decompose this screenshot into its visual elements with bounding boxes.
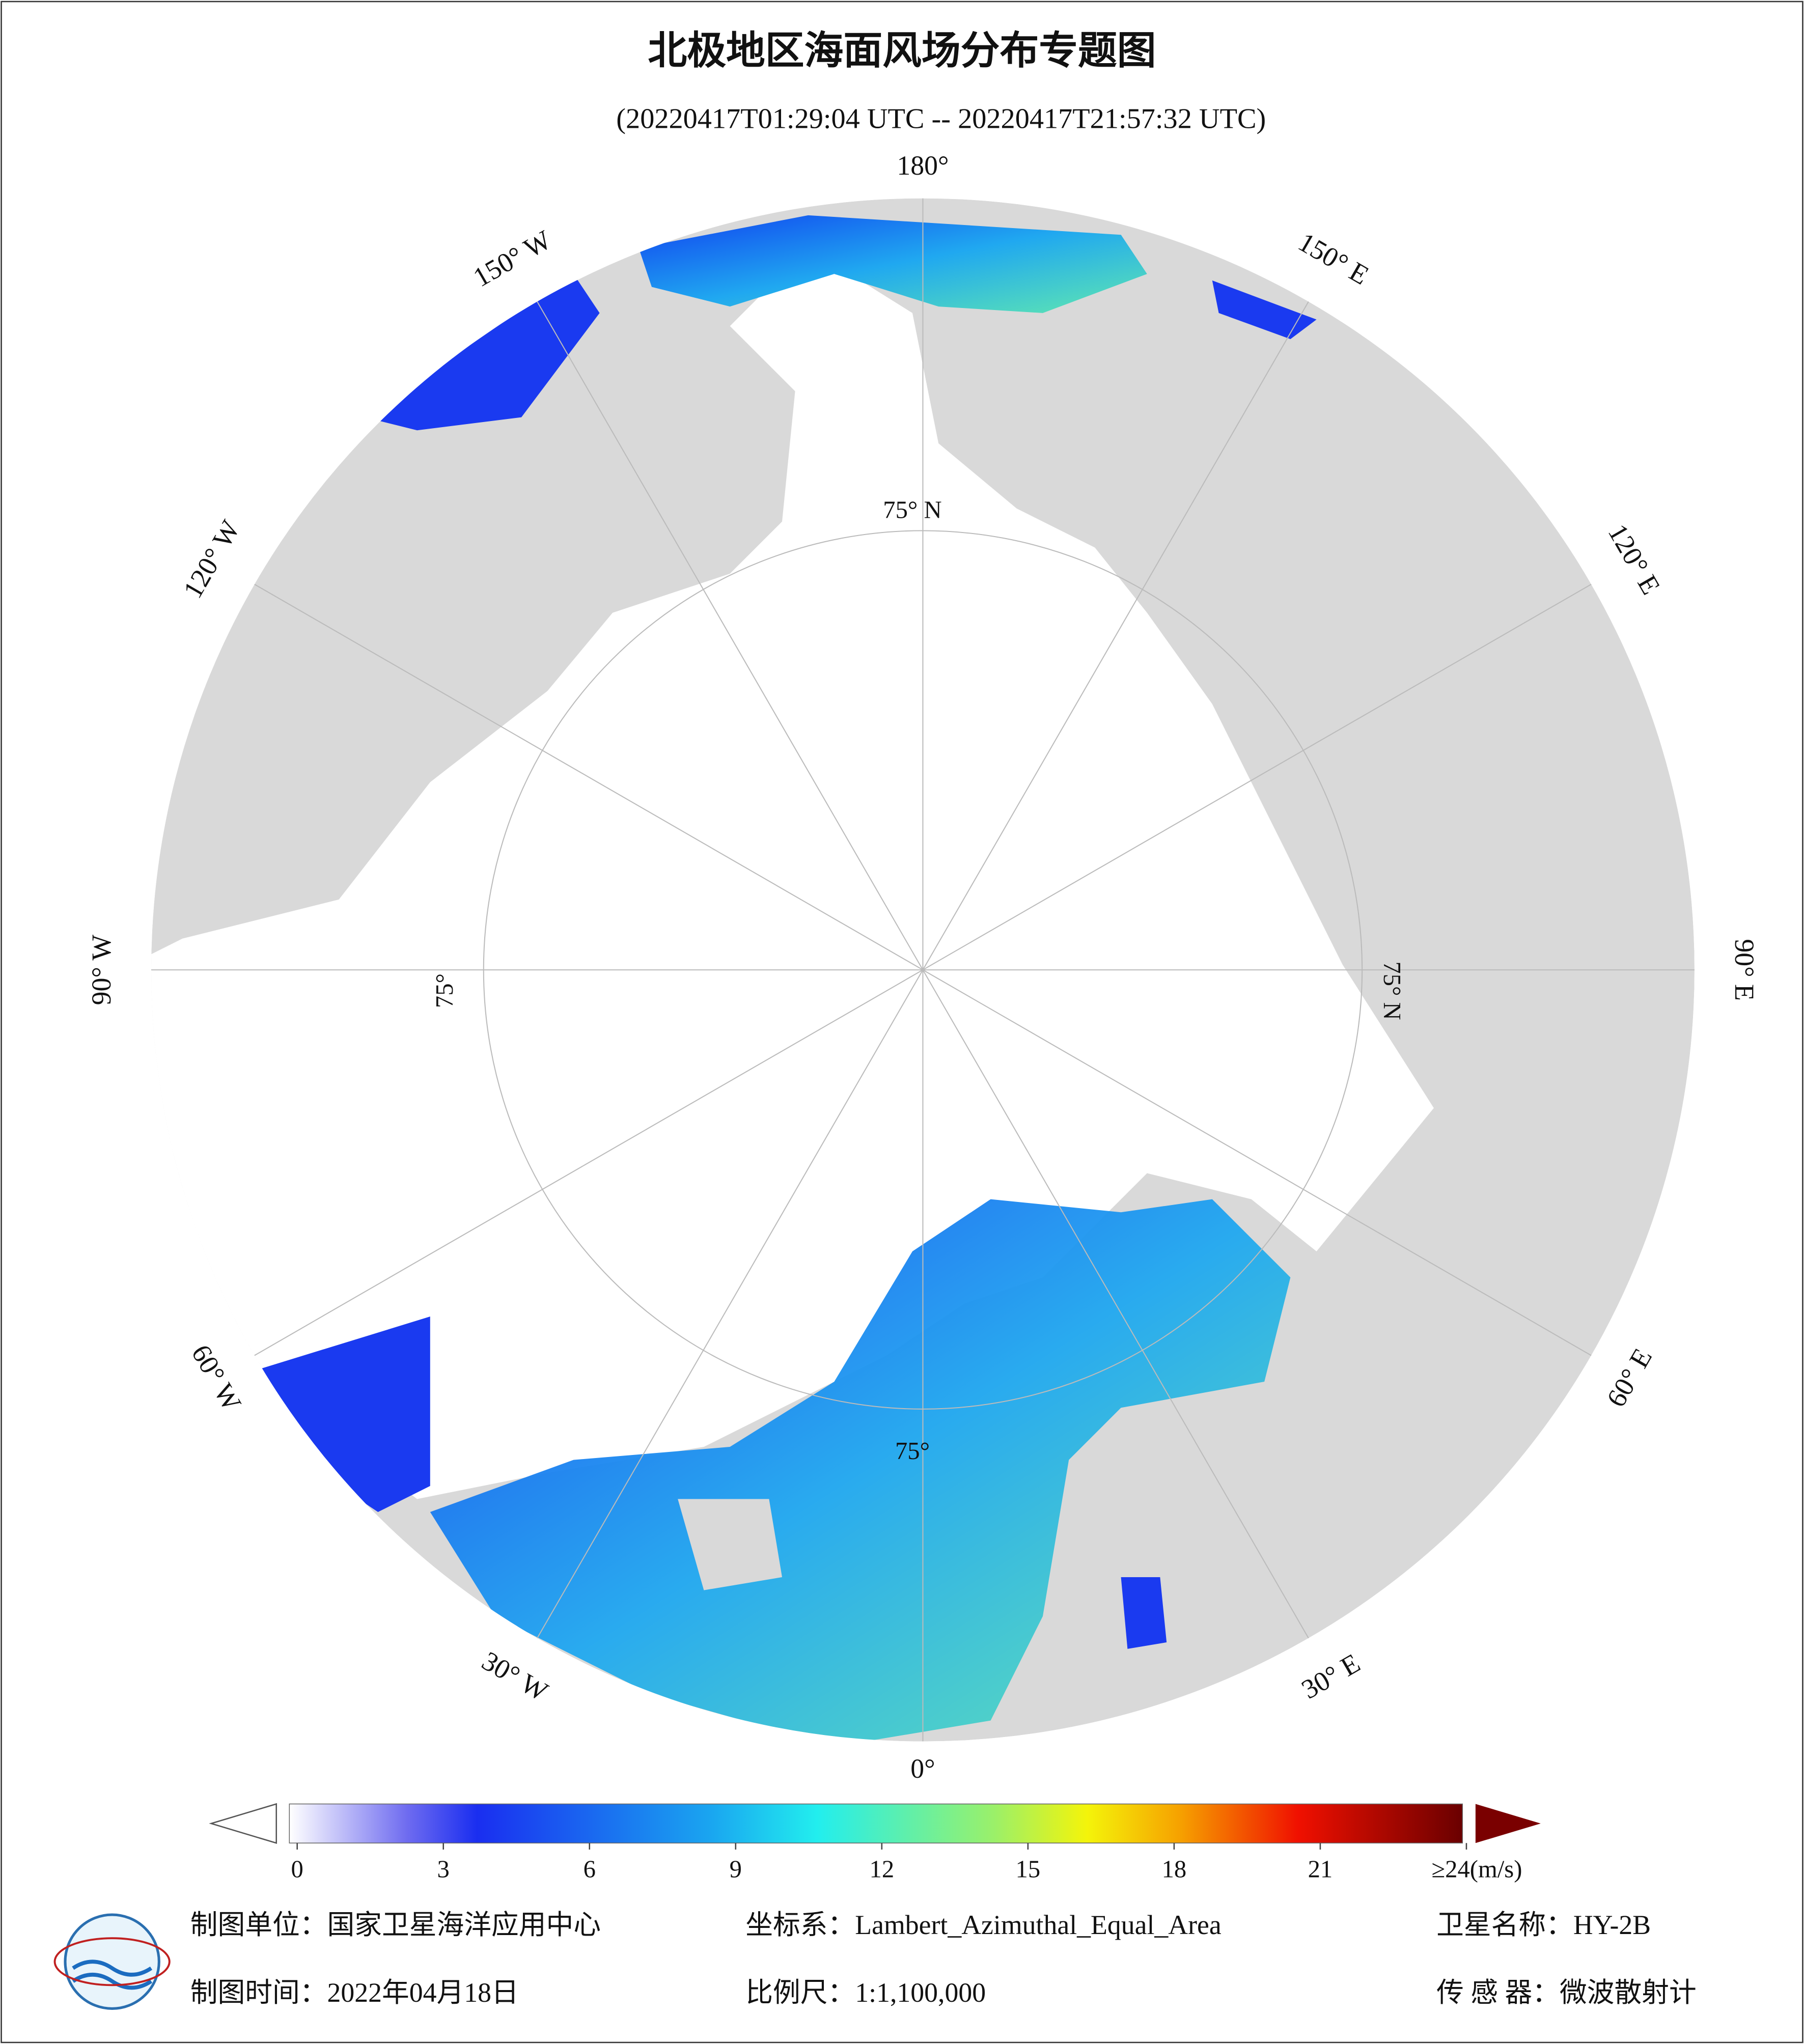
latitude-label: 75° N [883, 496, 941, 524]
colorbar-tick-label: ≥24(m/s) [1431, 1856, 1522, 1883]
colorbar-tick-label: 0 [291, 1856, 303, 1883]
footer-text: 坐标系：Lambert_Azimuthal_Equal_Area [745, 1910, 1222, 1940]
longitude-label: 120° E [1602, 519, 1667, 600]
colorbar-ticks: 0 3 6 9 12 15 18 21 ≥24(m/s) [291, 1843, 1522, 1883]
longitude-label: 90° W [86, 935, 117, 1005]
colorbar-tick-label: 21 [1308, 1856, 1333, 1883]
latitude-labels: 75° N 75° N 75° 75° [431, 496, 1406, 1465]
colorbar-tick-label: 12 [870, 1856, 895, 1883]
colorbar-tick-label: 18 [1162, 1856, 1187, 1883]
footer-text: 传 感 器：微波散射计 [1436, 1977, 1697, 2008]
longitude-label: 60° W [186, 1339, 247, 1416]
colorbar-tick-label: 9 [730, 1856, 742, 1883]
colorbar-tick-label: 3 [437, 1856, 450, 1883]
colorbar-tick-label: 6 [584, 1856, 596, 1883]
footer-text: 制图时间：2022年04月18日 [190, 1977, 519, 2008]
subtitle: (20220417T01:29:04 UTC -- 20220417T21:57… [616, 103, 1266, 134]
footer-text: 比例尺：1:1,100,000 [745, 1977, 986, 2008]
colorbar-low-arrow [209, 1803, 277, 1844]
longitude-label: 0° [910, 1753, 935, 1784]
longitude-label: 60° E [1600, 1343, 1658, 1412]
longitude-label: 30° E [1296, 1647, 1365, 1705]
map [151, 198, 1695, 1742]
longitude-label: 90° E [1729, 939, 1760, 1001]
longitude-label: 150° E [1293, 227, 1374, 291]
title: 北极地区海面风场分布专题图 [648, 30, 1156, 73]
colorbar-high-arrow [1475, 1804, 1541, 1843]
latitude-label: 75° N [1378, 961, 1406, 1020]
footer-text: 卫星名称：HY-2B [1436, 1910, 1651, 1940]
longitude-label: 150° W [468, 224, 556, 293]
logo [53, 1913, 171, 2010]
latitude-label: 75° [895, 1437, 930, 1465]
latitude-label: 75° [431, 973, 458, 1008]
footer-text: 制图单位：国家卫星海洋应用中心 [190, 1910, 601, 1940]
longitude-label: 180° [897, 150, 949, 181]
colorbar-tick-label: 15 [1016, 1856, 1041, 1883]
colorbar [289, 1803, 1463, 1844]
longitude-label: 30° W [477, 1645, 553, 1707]
longitude-label: 120° W [177, 515, 246, 603]
